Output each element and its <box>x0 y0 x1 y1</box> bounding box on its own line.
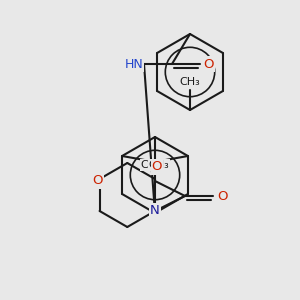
Text: O: O <box>217 190 227 202</box>
Text: CH₃: CH₃ <box>149 160 170 170</box>
Text: O: O <box>152 160 162 173</box>
Text: CH₃: CH₃ <box>180 77 200 87</box>
Text: N: N <box>150 205 160 218</box>
Text: CH₃: CH₃ <box>140 160 161 170</box>
Text: HN: HN <box>124 58 143 70</box>
Text: O: O <box>204 58 214 70</box>
Text: O: O <box>92 175 103 188</box>
